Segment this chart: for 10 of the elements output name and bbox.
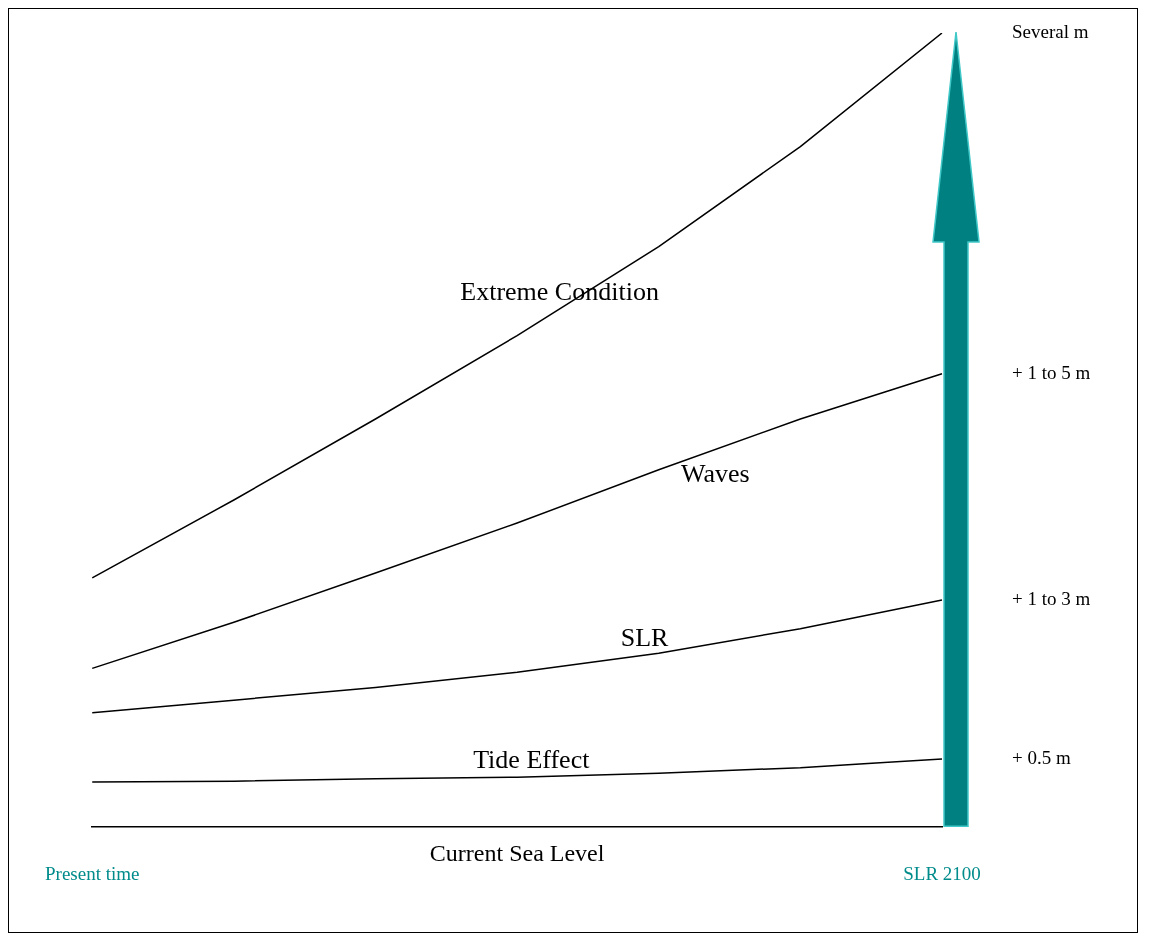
x-tick-label: Present time	[45, 862, 140, 884]
series-label: Tide Effect	[473, 744, 591, 774]
text: + 1 to 5 m	[1012, 361, 1091, 383]
series-label: SLR	[620, 623, 670, 652]
text: Several m	[1012, 20, 1089, 42]
series-label: Waves	[681, 459, 750, 489]
text: Current Sea Level	[429, 840, 605, 867]
text: + 1 to 3 m	[1012, 588, 1091, 610]
text: + 0.5 m	[1012, 746, 1071, 768]
x-tick-label: SLR 2100	[903, 862, 981, 884]
